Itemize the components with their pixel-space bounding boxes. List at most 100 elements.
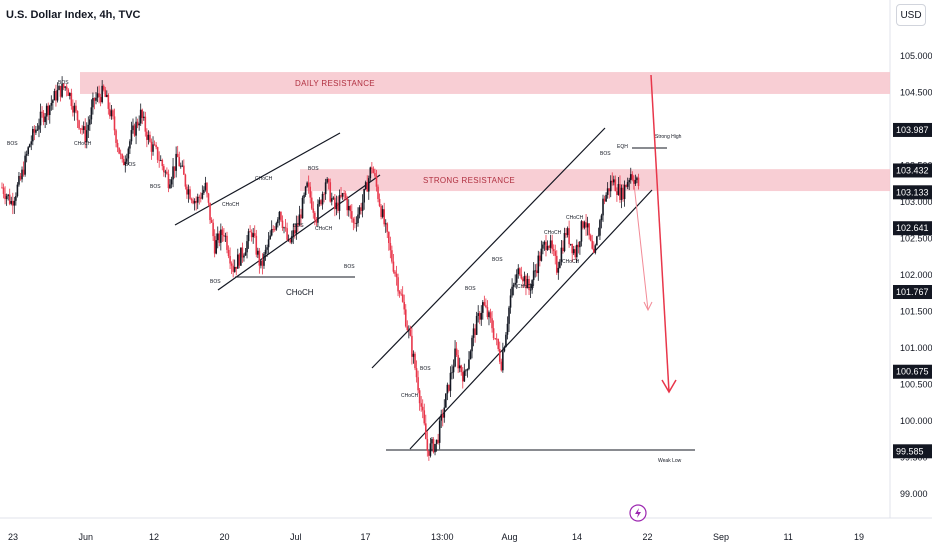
annotation-eqh: EQH — [617, 144, 628, 150]
price-tick-label: 100.000 — [900, 416, 932, 426]
candle-body — [244, 252, 247, 256]
candle-body — [509, 295, 512, 308]
candle-body — [190, 198, 193, 201]
candle-body — [181, 165, 184, 167]
candle-body — [540, 248, 543, 261]
candle-body — [455, 348, 458, 356]
candle-body — [161, 160, 164, 167]
candle-body — [514, 282, 516, 285]
candle-body — [471, 337, 473, 352]
annotation-bos: BOS — [344, 264, 355, 270]
candle-body — [178, 157, 181, 167]
candle-body — [435, 439, 438, 444]
candle-body — [460, 365, 463, 373]
candle-body — [340, 195, 342, 197]
currency-button[interactable]: USD — [896, 4, 926, 26]
lightning-icon[interactable] — [629, 504, 647, 522]
candle-body — [517, 268, 520, 275]
candle-body — [52, 100, 54, 103]
candle-body — [198, 196, 201, 198]
candle-body — [273, 229, 276, 231]
candle-body — [44, 116, 46, 123]
candle-body — [266, 247, 268, 250]
candle-body — [463, 370, 466, 382]
candle-body — [10, 201, 13, 204]
candle-body — [90, 107, 93, 120]
candle-body — [347, 205, 350, 211]
price-tag — [893, 285, 932, 300]
candle-body — [628, 180, 631, 183]
candle-body — [118, 147, 120, 154]
candle-body — [531, 280, 533, 290]
candle-body — [241, 247, 244, 258]
candle-body — [586, 223, 589, 228]
price-tick-label: 100.500 — [900, 380, 932, 390]
candle-body — [414, 353, 416, 369]
candle-body — [557, 267, 560, 273]
candle-body — [301, 197, 304, 219]
candle-body — [107, 94, 110, 109]
candle-body — [163, 166, 165, 173]
candle-body — [105, 94, 108, 97]
candle-body — [272, 229, 275, 230]
time-tick-label: 11 — [784, 532, 793, 542]
candle-body — [599, 220, 601, 236]
annotation-strong-high: Strong High — [655, 134, 682, 140]
candle-body — [243, 255, 245, 258]
candle-body — [261, 260, 264, 266]
trend-lines — [174, 74, 695, 451]
candle-body — [534, 270, 537, 272]
candlestick-series — [1, 76, 640, 461]
candle-body — [441, 414, 444, 418]
candle-body — [394, 271, 396, 274]
channel-lower-line — [409, 189, 653, 450]
candle-body — [397, 277, 399, 292]
candle-body — [283, 227, 285, 229]
candle-body — [568, 228, 570, 245]
candle-body — [458, 365, 461, 369]
candle-body — [8, 194, 11, 204]
candle-body — [267, 239, 270, 248]
candle-body — [478, 313, 481, 320]
candle-body — [404, 309, 407, 327]
candle-body — [36, 129, 39, 131]
candle-body — [21, 169, 23, 180]
candle-body — [324, 182, 327, 195]
candle-body — [617, 184, 620, 195]
projection-arrow-short-head — [643, 301, 653, 312]
candle-body — [144, 116, 147, 132]
candle-body — [620, 187, 623, 200]
price-tag-label: 101.767 — [896, 287, 929, 297]
candle-body — [186, 186, 188, 195]
candle-body — [81, 128, 83, 130]
candle-body — [15, 196, 17, 201]
candle-body — [22, 169, 25, 175]
candle-body — [629, 174, 632, 181]
annotation-bos: BOS — [150, 184, 161, 190]
candle-body — [284, 227, 287, 229]
candle-body — [189, 189, 191, 199]
candle-body — [307, 182, 310, 187]
candle-body — [330, 198, 333, 202]
candle-body — [235, 266, 238, 269]
candle-body — [431, 439, 433, 444]
candle-body — [388, 231, 390, 244]
candle-body — [13, 200, 16, 206]
candle-body — [551, 240, 553, 250]
candle-body — [327, 178, 330, 183]
candle-body — [609, 180, 612, 192]
candle-body — [58, 85, 60, 90]
price-tag — [893, 221, 932, 236]
candle-body — [611, 180, 614, 183]
candle-body — [260, 260, 262, 266]
candle-body — [176, 153, 179, 158]
candle-body — [290, 236, 293, 243]
candle-body — [588, 223, 590, 236]
candle-body — [351, 211, 353, 219]
candle-body — [518, 268, 521, 275]
candle-body — [224, 235, 227, 237]
candle-body — [175, 153, 177, 171]
candle-body — [434, 443, 436, 453]
